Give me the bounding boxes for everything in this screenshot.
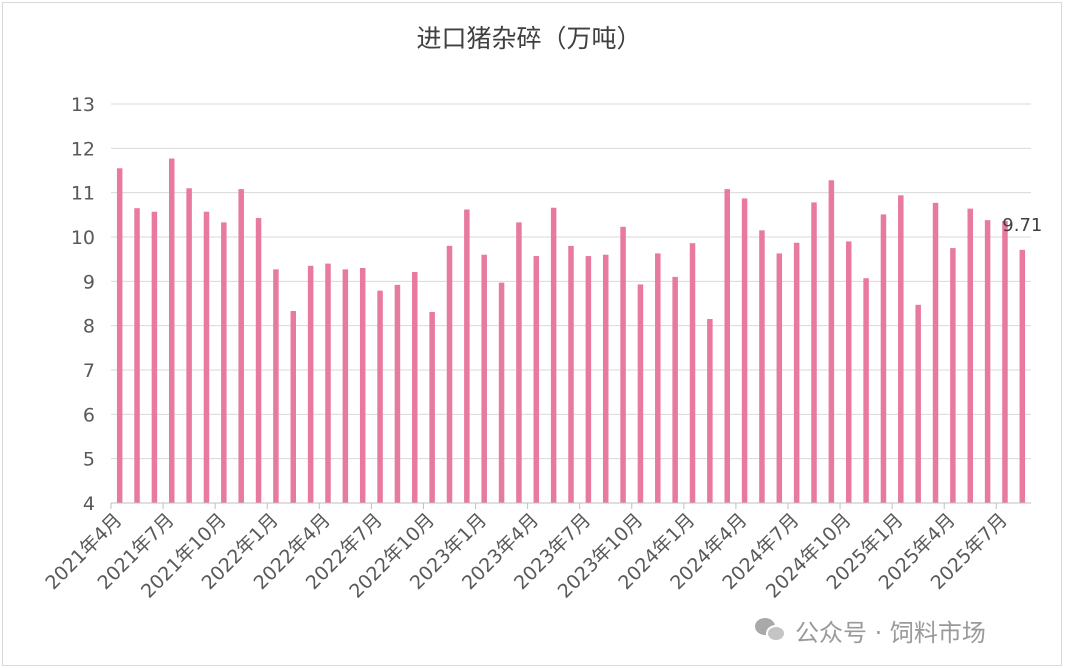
bar-2024年6月 [776, 253, 783, 503]
wechat-icon [755, 616, 787, 644]
bar-2022年12月 [464, 209, 470, 503]
bar-2021年4月 [116, 168, 123, 504]
bar-chart: 进口猪杂碎（万吨） 4 5 6 7 8 9 10 11 12 13 2021年4月2021年7月2… [41, 24, 1042, 603]
bar-2022年4月 [325, 263, 331, 503]
bar-2024年9月 [828, 180, 835, 503]
bar-2022年2月 [290, 311, 297, 503]
bar-2021年9月 [203, 211, 210, 504]
bar-2021年8月 [186, 188, 192, 503]
bar-2021年6月 [151, 211, 158, 504]
bar-2023年7月 [585, 256, 592, 503]
x-axis [110, 502, 1031, 509]
watermark-text: 公众号 · 饲料市场 [795, 618, 986, 647]
bar-2023年12月 [672, 276, 678, 503]
bar-2022年1月 [273, 269, 279, 503]
x-axis-ticks: 2021年4月2021年7月2021年10月2022年1月2022年4月2022… [41, 509, 1011, 603]
bar-2022年6月 [359, 268, 366, 503]
bar-2023年9月 [620, 226, 626, 503]
bar-2022年3月 [307, 265, 314, 503]
bar-2021年10月 [221, 222, 227, 503]
bar-2025年1月 [898, 195, 904, 503]
bar-2021年12月 [255, 217, 262, 504]
bar-2024年11月 [863, 278, 869, 503]
bar-2024年12月 [880, 214, 887, 503]
watermark: 公众号 · 饲料市场 [755, 613, 986, 647]
bar-2025年8月 [1019, 249, 1026, 503]
bar-2025年6月 [984, 220, 991, 504]
bar-2023年11月 [655, 253, 661, 503]
y-tick-label: 7 [83, 360, 95, 382]
bars [116, 158, 1026, 504]
bar-2022年5月 [342, 269, 349, 503]
bar-2024年8月 [811, 202, 817, 504]
bar-2025年2月 [915, 304, 921, 503]
bar-2024年5月 [759, 230, 765, 503]
bar-2022年7月 [377, 290, 383, 503]
bar-2024年7月 [793, 242, 800, 503]
bar-2024年2月 [707, 319, 713, 503]
y-tick-label: 10 [71, 227, 95, 249]
y-tick-label: 9 [83, 271, 95, 293]
bar-2023年5月 [550, 207, 557, 504]
bar-2023年2月 [498, 282, 505, 503]
y-tick-label: 13 [71, 94, 95, 116]
bar-2022年9月 [412, 272, 418, 503]
bar-2022年11月 [446, 245, 453, 503]
bar-2024年4月 [741, 198, 748, 503]
bar-2023年1月 [481, 254, 487, 503]
bar-2023年8月 [602, 254, 609, 503]
y-tick-label: 8 [83, 316, 95, 338]
bar-2021年5月 [134, 208, 140, 503]
bar-2024年1月 [689, 243, 696, 503]
bar-2023年4月 [533, 256, 540, 503]
bar-2023年3月 [516, 222, 522, 503]
bar-2023年6月 [568, 245, 574, 503]
chart-title: 进口猪杂碎（万吨） [416, 24, 641, 53]
y-tick-label: 11 [71, 183, 95, 205]
y-tick-label: 5 [83, 449, 95, 471]
bar-2021年11月 [238, 189, 244, 503]
y-axis-ticks: 4 5 6 7 8 9 10 11 12 13 [71, 94, 95, 515]
bar-2021年7月 [169, 158, 175, 503]
bar-2022年8月 [394, 284, 401, 503]
bar-2025年4月 [950, 248, 956, 503]
y-tick-label: 6 [83, 404, 95, 426]
bar-2024年10月 [845, 241, 852, 503]
bar-2025年7月 [1002, 221, 1008, 504]
bar-2025年5月 [967, 208, 973, 504]
y-tick-label: 12 [71, 138, 95, 160]
bar-2024年3月 [724, 189, 730, 503]
bar-2023年10月 [637, 284, 644, 503]
bar-2022年10月 [429, 311, 435, 503]
bar-2025年3月 [932, 202, 939, 503]
data-labels: 9.71 [1002, 215, 1042, 236]
y-tick-label: 4 [83, 493, 95, 515]
data-label: 9.71 [1002, 215, 1042, 236]
